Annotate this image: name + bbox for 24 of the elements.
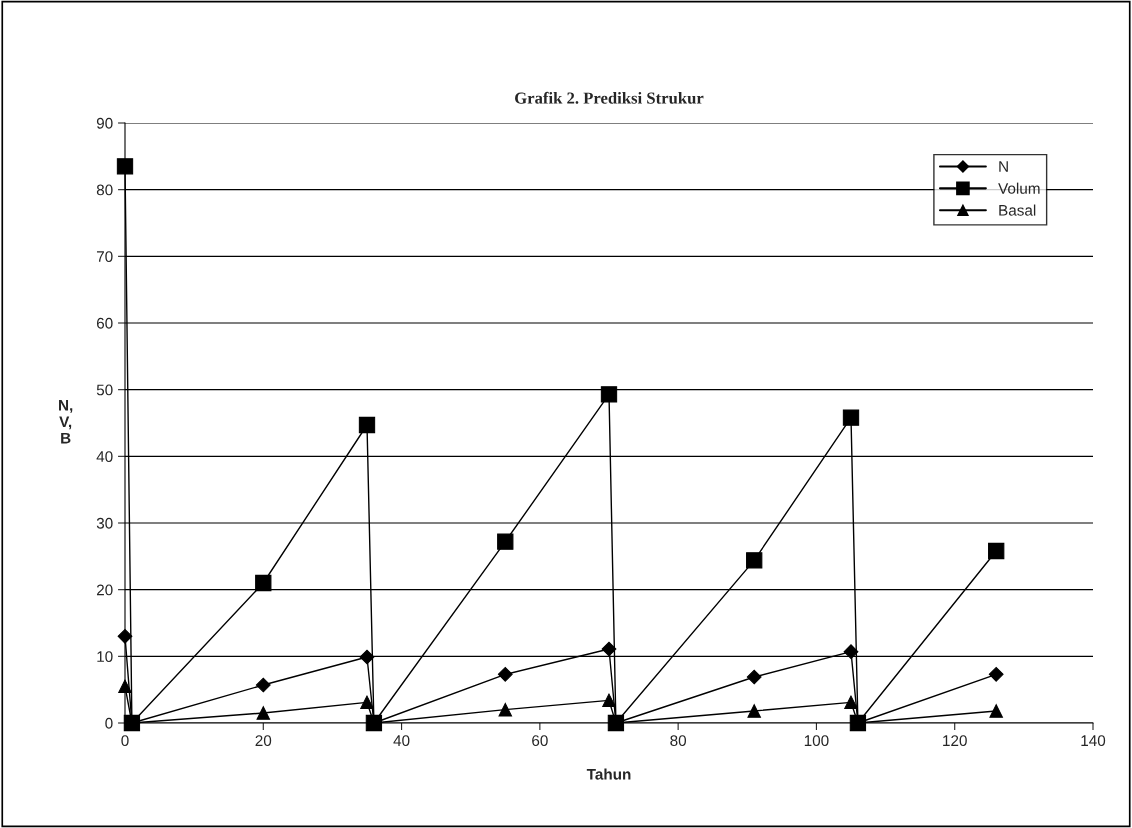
- x-tick-label: 80: [670, 735, 687, 747]
- y-tick-label: 20: [96, 584, 113, 596]
- y-tick-label: 80: [96, 184, 113, 196]
- y-tick-label: 90: [96, 117, 113, 129]
- legend-label: Basal: [999, 204, 1036, 216]
- y-tick-label: 40: [96, 451, 113, 463]
- y-tick-label: 50: [96, 384, 113, 396]
- y-tick-label: 70: [96, 251, 113, 263]
- y-tick-label: 60: [96, 317, 113, 329]
- x-axis-title: Tahun: [586, 768, 631, 780]
- y-axis-title: N, V, B: [59, 399, 73, 444]
- x-tick-label: 0: [121, 735, 129, 747]
- y-tick-label: 10: [97, 651, 113, 663]
- legend-label: N: [999, 161, 1008, 172]
- x-tick-label: 100: [804, 735, 829, 747]
- legend-label: Volum: [998, 182, 1040, 194]
- x-tick-label: 40: [393, 735, 410, 747]
- x-tick-label: 20: [255, 735, 272, 747]
- chart-title: Grafik 2. Prediksi Strukur: [515, 91, 704, 104]
- x-tick-label: 60: [532, 735, 548, 747]
- x-tick-label: 120: [943, 735, 967, 747]
- y-tick-label: 0: [105, 717, 113, 729]
- x-tick-label: 140: [1081, 735, 1106, 747]
- y-tick-label: 30: [96, 517, 113, 529]
